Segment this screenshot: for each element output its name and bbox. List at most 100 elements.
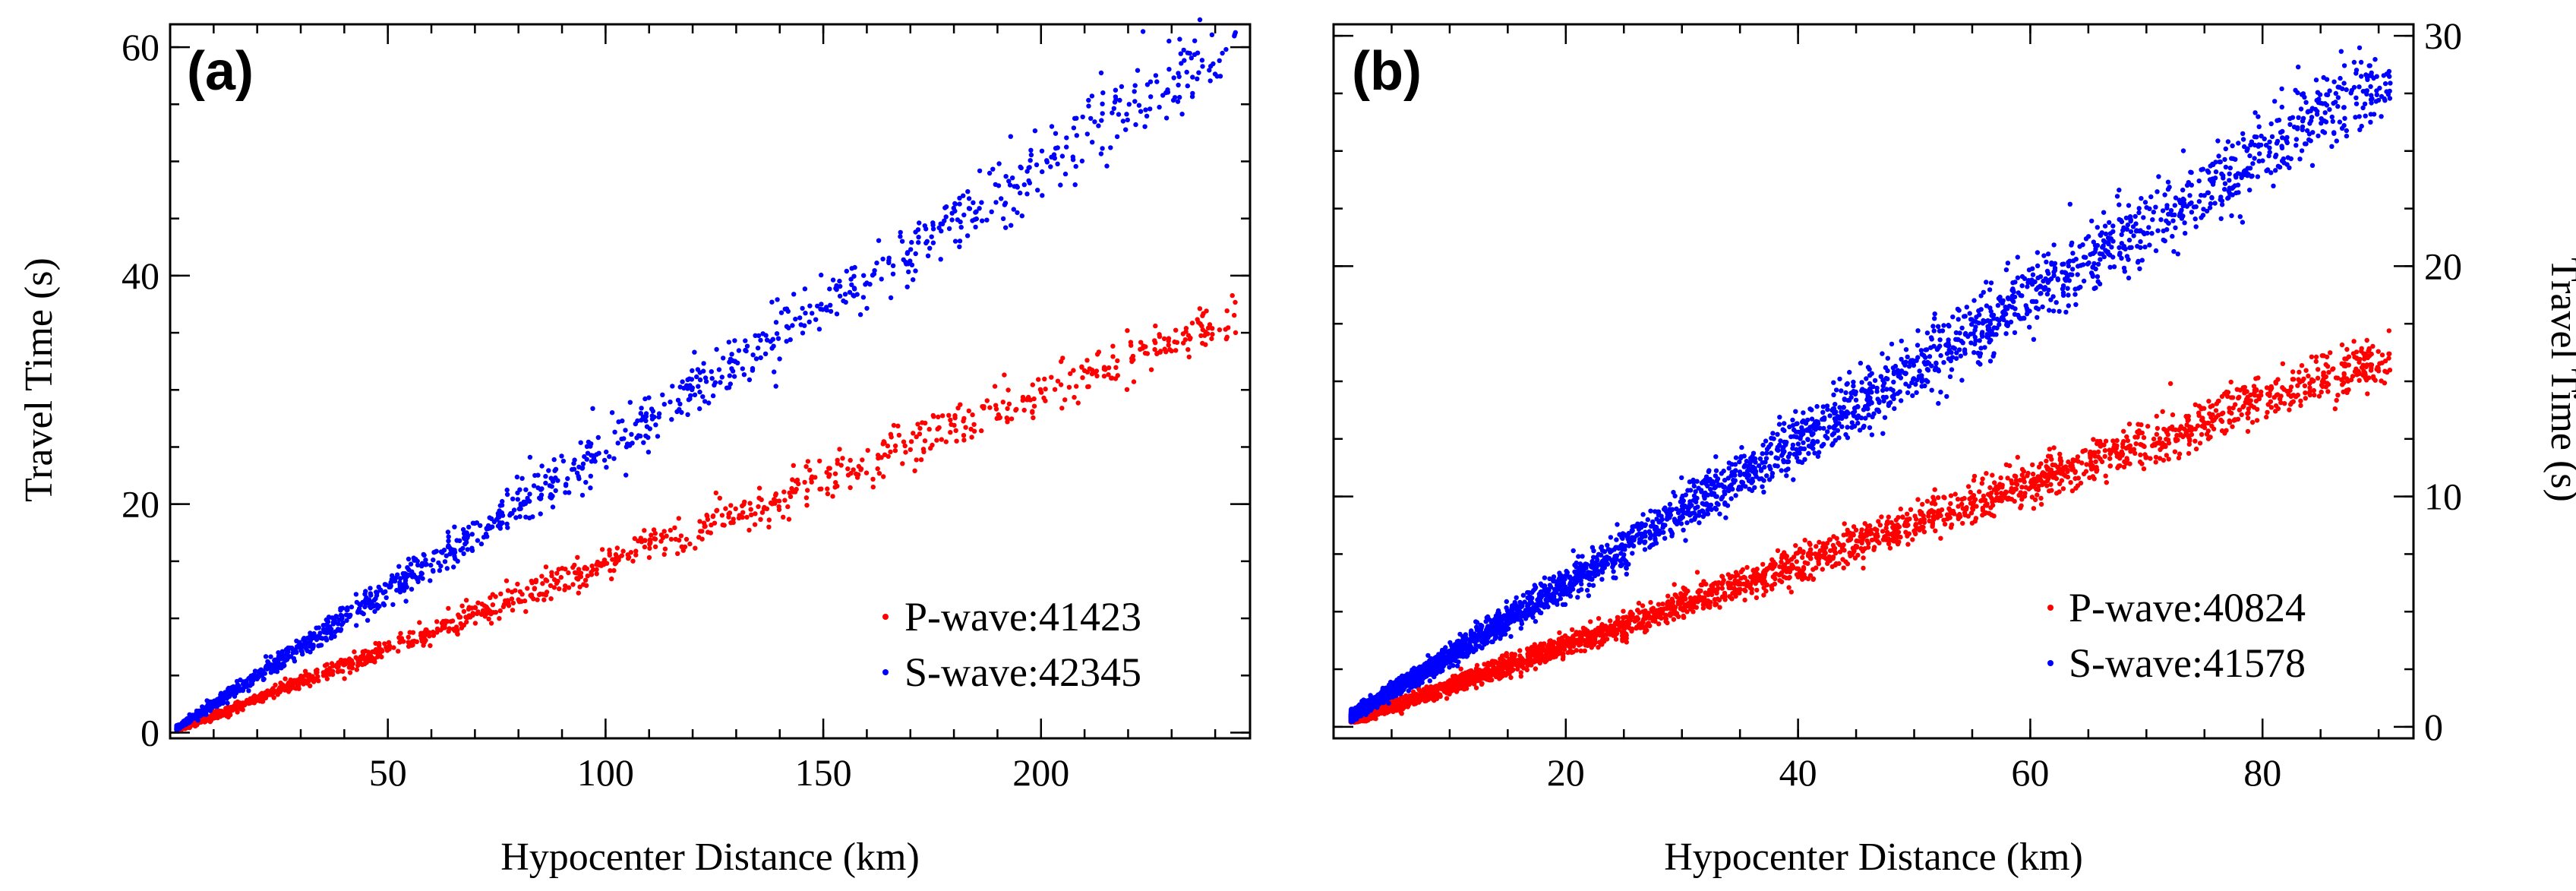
scatter-point — [2289, 400, 2294, 406]
scatter-point — [368, 592, 374, 598]
scatter-point — [1055, 161, 1060, 166]
scatter-point — [548, 494, 553, 500]
scatter-point — [418, 636, 425, 641]
scatter-point — [793, 316, 798, 322]
scatter-point — [263, 654, 269, 659]
scatter-point — [567, 490, 572, 495]
scatter-point — [1177, 36, 1182, 42]
scatter-point — [1896, 515, 1901, 520]
scatter-point — [305, 636, 310, 641]
scatter-point — [1098, 70, 1104, 76]
scatter-point — [475, 538, 481, 543]
scatter-point — [1672, 582, 1677, 587]
scatter-point — [1088, 115, 1094, 122]
scatter-point — [514, 474, 520, 480]
scatter-point — [816, 327, 822, 332]
scatter-point — [455, 558, 460, 564]
scatter-point — [908, 439, 914, 444]
scatter-point — [2047, 447, 2052, 452]
scatter-point — [2167, 381, 2174, 387]
scatter-point — [760, 331, 766, 336]
scatter-point — [576, 474, 581, 479]
scatter-point — [553, 488, 558, 494]
scatter-point — [283, 676, 288, 681]
scatter-point — [470, 520, 476, 526]
scatter-point — [289, 645, 295, 651]
scatter-point — [750, 365, 756, 371]
scatter-point — [1113, 87, 1119, 93]
scatter-point — [570, 582, 576, 587]
scatter-point — [1059, 359, 1064, 365]
scatter-point — [2298, 398, 2303, 403]
scatter-point — [890, 271, 896, 276]
scatter-point — [262, 671, 267, 676]
scatter-point — [943, 204, 949, 210]
scatter-point — [1005, 387, 1011, 393]
scatter-point — [2019, 466, 2025, 472]
scatter-point — [604, 449, 609, 455]
scatter-point — [1569, 627, 1575, 633]
scatter-point — [557, 586, 562, 592]
y-tick-label: 20 — [122, 483, 159, 526]
scatter-point — [1025, 395, 1031, 401]
scatter-point — [1132, 89, 1137, 94]
scatter-point — [382, 641, 387, 646]
scatter-point — [1211, 61, 1216, 67]
scatter-point — [769, 346, 775, 351]
scatter-point — [1754, 587, 1760, 593]
scatter-point — [193, 712, 198, 717]
scatter-point — [807, 467, 813, 473]
scatter-point — [1094, 352, 1100, 357]
scatter-point — [1148, 367, 1154, 372]
scatter-point — [1232, 312, 1237, 318]
scatter-point — [804, 503, 810, 508]
scatter-point — [2199, 431, 2205, 438]
scatter-point — [504, 491, 510, 498]
scatter-point — [268, 654, 273, 659]
scatter-point — [669, 417, 674, 422]
scatter-point — [879, 276, 884, 282]
scatter-point — [1648, 599, 1653, 605]
scatter-point — [1024, 169, 1030, 174]
scatter-point — [1861, 555, 1866, 561]
scatter-point — [706, 400, 712, 406]
scatter-point — [533, 577, 539, 583]
scatter-point — [728, 503, 734, 508]
scatter-point — [973, 224, 978, 230]
scatter-point — [1125, 117, 1131, 123]
scatter-point — [787, 490, 792, 495]
scatter-point — [459, 603, 465, 608]
scatter-point — [917, 220, 922, 226]
scatter-point — [446, 605, 451, 611]
scatter-point — [977, 168, 983, 174]
scatter-point — [1971, 478, 1977, 483]
scatter-point — [623, 472, 629, 478]
scatter-point — [1003, 225, 1009, 230]
scatter-point — [504, 521, 510, 526]
scatter-point — [993, 403, 999, 408]
scatter-point — [2032, 497, 2038, 503]
scatter-point — [1794, 559, 1799, 564]
scatter-point — [302, 673, 308, 678]
scatter-point — [543, 473, 548, 479]
scatter-point — [472, 605, 478, 611]
scatter-point — [891, 422, 897, 428]
scatter-point — [470, 611, 475, 616]
scatter-point — [993, 406, 999, 412]
scatter-point — [2298, 403, 2303, 409]
scatter-point — [854, 292, 860, 297]
scatter-point — [1186, 354, 1192, 360]
scatter-point — [741, 372, 747, 378]
scatter-point — [1030, 382, 1036, 387]
scatter-point — [218, 693, 223, 698]
scatter-point — [741, 501, 747, 507]
scatter-point — [1190, 74, 1195, 80]
scatter-point — [488, 621, 494, 626]
scatter-point — [1853, 527, 1859, 532]
scatter-point — [680, 379, 685, 384]
scatter-point — [827, 472, 832, 478]
scatter-point — [610, 557, 615, 562]
scatter-point — [1166, 67, 1172, 72]
scatter-point — [782, 306, 788, 312]
scatter-point — [717, 495, 722, 501]
